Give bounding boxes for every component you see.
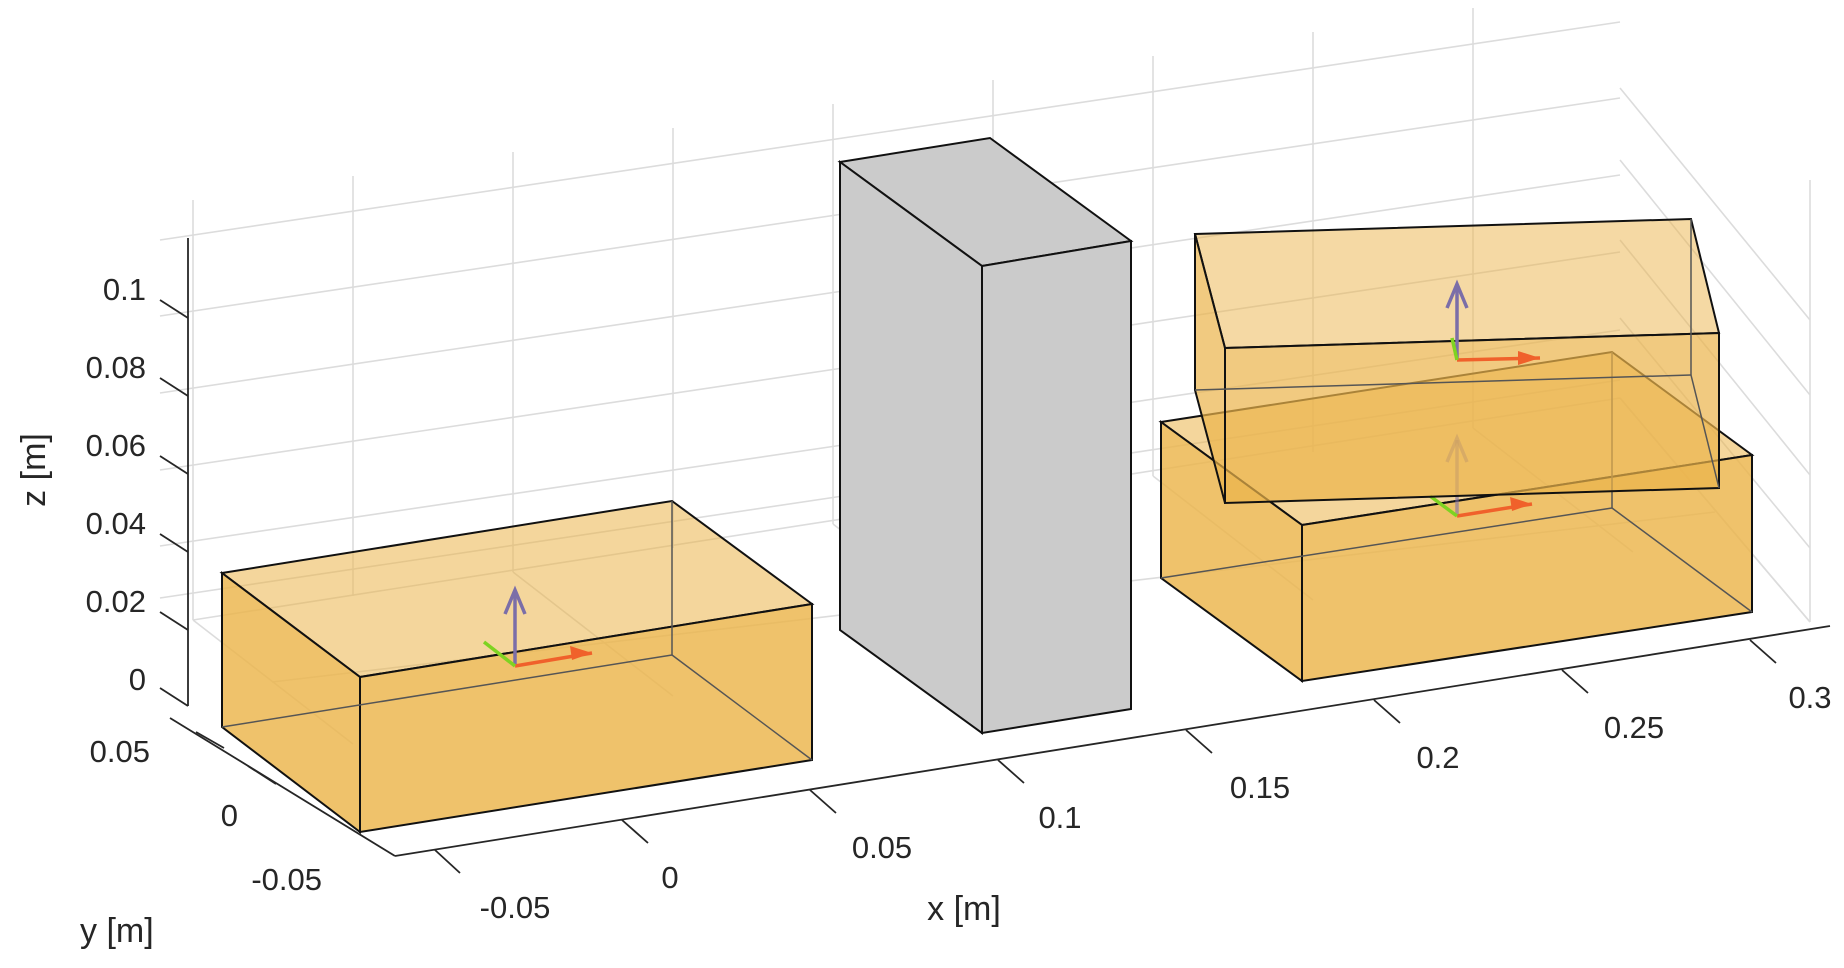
z-tick-label: 0.1 <box>103 272 146 307</box>
x-tick-label: 0.1 <box>1038 800 1081 835</box>
x-axis-line <box>394 625 1831 857</box>
x-tick-label: 0.15 <box>1230 770 1290 805</box>
y-tick-labels: -0.05 0 0.05 <box>90 734 322 897</box>
box-2 <box>1193 217 1721 505</box>
x-tick-label: 0.05 <box>852 830 912 865</box>
z-axis-label: z [m] <box>15 433 53 507</box>
z-tick-label: 0.08 <box>86 350 146 385</box>
obstacle <box>837 136 1134 735</box>
x-axis-label: x [m] <box>927 890 1001 928</box>
y-axis-line <box>169 717 396 857</box>
y-axis-label: y [m] <box>80 912 154 950</box>
z-tick-label: 0.06 <box>86 428 146 463</box>
y-tick-label: 0.05 <box>90 734 150 769</box>
x-tick-label: 0.3 <box>1788 680 1831 715</box>
box-1 <box>219 499 815 835</box>
x-tick-label: -0.05 <box>480 890 551 925</box>
z-tick-label: 0 <box>129 662 146 697</box>
x-tick-label: 0.25 <box>1604 710 1664 745</box>
x-tick-labels: -0.05 0 0.05 0.1 0.15 0.2 0.25 0.3 <box>480 680 1832 925</box>
frame-2 <box>1445 279 1541 365</box>
y-tick-label: 0 <box>221 798 238 833</box>
z-tick-label: 0.02 <box>86 584 146 619</box>
x-tick-label: 0 <box>661 860 678 895</box>
z-tick-labels: 0 0.02 0.04 0.06 0.08 0.1 <box>86 272 146 697</box>
x-tick-label: 0.2 <box>1416 740 1459 775</box>
y-tick-label: -0.05 <box>251 862 322 897</box>
z-tick-label: 0.04 <box>86 506 146 541</box>
axes <box>159 238 1831 874</box>
frame-1 <box>482 585 593 668</box>
